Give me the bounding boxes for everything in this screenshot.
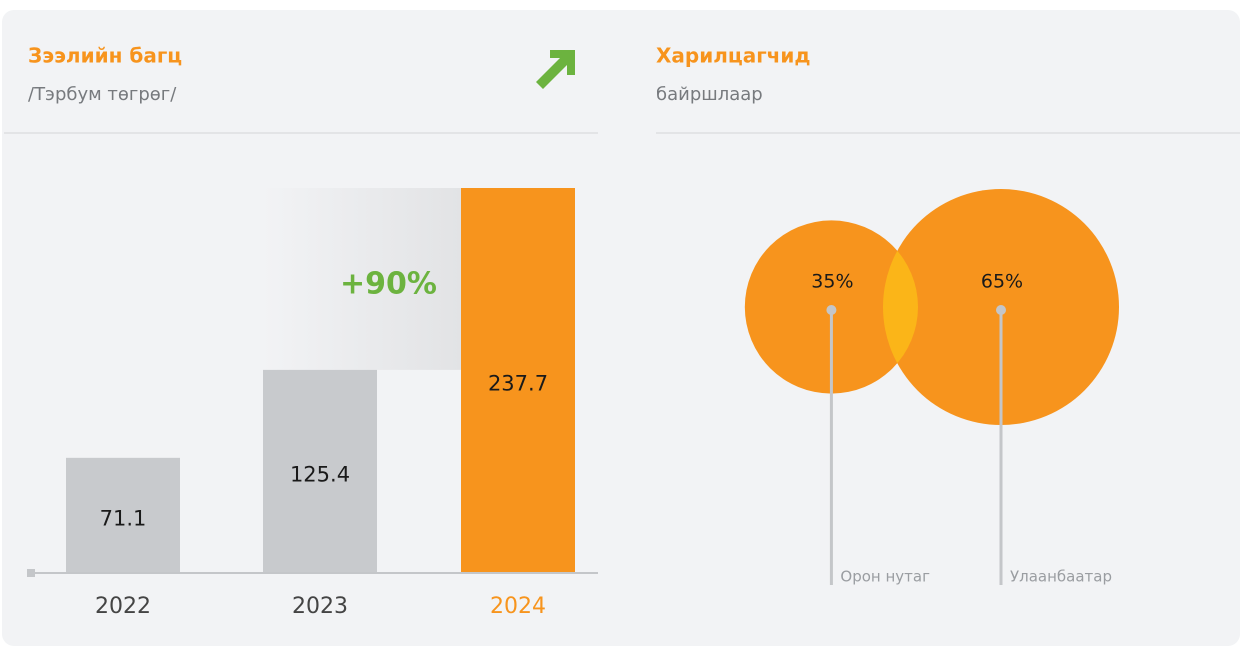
bar xyxy=(263,369,377,573)
value-label: 125.4 xyxy=(290,462,350,486)
chart-title: Зээлийн багц xyxy=(28,44,182,68)
growth-label: +90% xyxy=(340,267,437,302)
baseline-marker xyxy=(27,569,35,577)
chart-subtitle: байршлаар xyxy=(656,84,763,105)
x-tick-label: 2024 xyxy=(490,594,546,619)
growth-band xyxy=(263,188,461,370)
value-label: 237.7 xyxy=(488,372,548,396)
pin-dot xyxy=(996,305,1006,315)
value-label: 65% xyxy=(981,271,1023,293)
chart-subtitle: /Тэрбум төгрөг/ xyxy=(28,84,177,105)
legend-label: Улаанбаатар xyxy=(1010,568,1112,586)
value-label: 35% xyxy=(811,271,853,293)
bar xyxy=(461,188,575,573)
x-tick-label: 2022 xyxy=(95,594,151,619)
value-label: 71.1 xyxy=(100,506,147,530)
legend-label: Орон нутаг xyxy=(840,568,930,586)
growth-arrow xyxy=(536,50,575,89)
x-tick-label: 2023 xyxy=(292,594,348,619)
chart-title: Харилцагчид xyxy=(656,44,811,68)
pin-dot xyxy=(826,305,837,315)
bar xyxy=(66,457,180,573)
